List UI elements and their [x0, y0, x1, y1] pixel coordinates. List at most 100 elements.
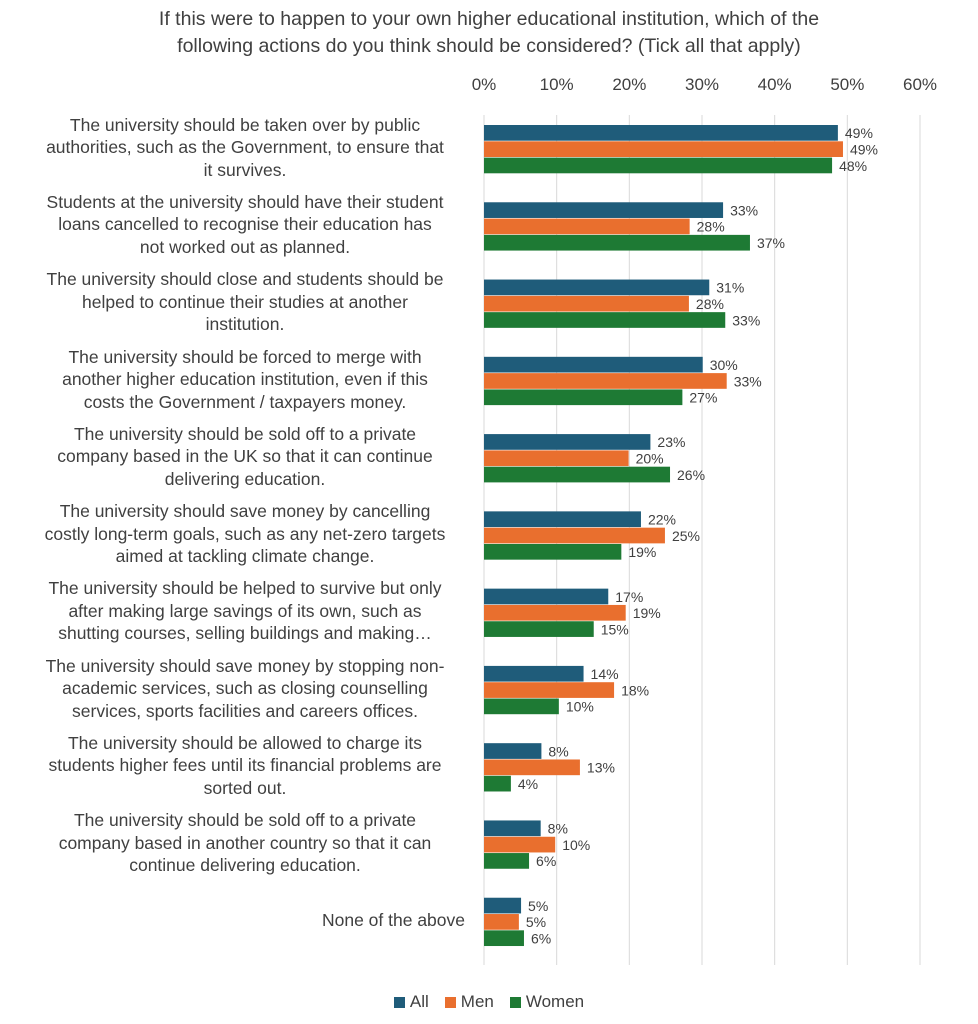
bar-men — [484, 141, 843, 157]
x-tick-label: 0% — [472, 75, 497, 94]
category-label-line: students higher fees until its financial… — [48, 755, 442, 776]
data-label: 23% — [657, 434, 685, 450]
category-label-line: after making large savings of its own, s… — [68, 600, 422, 621]
bar-all — [484, 820, 541, 837]
data-label: 37% — [757, 235, 785, 251]
category-label: The university should be sold off to a p… — [25, 423, 465, 491]
bar-women — [484, 543, 622, 560]
bar-women — [484, 698, 559, 715]
data-label: 6% — [536, 853, 556, 869]
data-label: 19% — [628, 544, 656, 560]
data-label: 18% — [621, 682, 649, 698]
category-label-line: institution. — [205, 314, 285, 335]
data-label: 33% — [732, 312, 760, 328]
category-label-line: services, sports facilities and careers … — [72, 700, 418, 721]
legend-item-all: All — [393, 992, 429, 1012]
x-tick-label: 60% — [903, 75, 937, 94]
bar-men — [484, 604, 626, 621]
legend-swatch — [393, 996, 405, 1008]
legend-item-men: Men — [444, 992, 494, 1012]
category-label-line: The university should save money by canc… — [59, 501, 431, 522]
data-label: 25% — [672, 528, 700, 544]
category-label-line: not worked out as planned. — [139, 236, 351, 257]
data-label: 28% — [696, 296, 724, 312]
bar-women — [484, 621, 594, 637]
bar-men — [484, 527, 665, 544]
category-label-line: continue delivering education. — [129, 855, 361, 876]
bar-men — [484, 218, 690, 235]
data-label: 48% — [839, 158, 867, 174]
legend-swatch — [444, 996, 456, 1008]
bar-all — [484, 434, 651, 450]
category-label-line: company based in another country so that… — [58, 832, 432, 853]
category-label: None of the above — [25, 909, 465, 932]
data-label: 10% — [566, 699, 594, 715]
data-label: 49% — [850, 141, 878, 157]
bar-women — [484, 775, 511, 792]
legend-label: Men — [460, 992, 494, 1011]
category-label-line: The university should be sold off to a p… — [73, 810, 417, 831]
data-label: 10% — [562, 837, 590, 853]
category-label: Students at the university should have t… — [25, 191, 465, 259]
legend-label: Women — [525, 992, 585, 1011]
bar-all — [484, 356, 703, 373]
category-label-line: None of the above — [321, 909, 465, 930]
data-label: 22% — [648, 512, 676, 528]
bar-all — [484, 279, 710, 296]
data-label: 6% — [531, 930, 551, 946]
data-label: 49% — [845, 125, 873, 141]
data-label: 26% — [677, 467, 705, 483]
category-label-line: The university should be taken over by p… — [69, 114, 421, 135]
bar-women — [484, 234, 750, 251]
category-label-line: The university should be forced to merge… — [68, 346, 422, 367]
bar-all — [484, 588, 609, 605]
bar-men — [484, 373, 727, 389]
chart-legend: All Men Women — [0, 992, 978, 1013]
category-label: The university should be forced to merge… — [25, 346, 465, 414]
data-label: 15% — [601, 621, 629, 637]
bar-all — [484, 202, 724, 218]
bar-men — [484, 450, 629, 467]
category-label-line: costly long-term goals, such as any net-… — [44, 523, 446, 544]
category-label-line: company based in the UK so that it can c… — [57, 446, 433, 467]
data-label: 13% — [587, 760, 615, 776]
category-label: The university should be helped to survi… — [25, 577, 465, 645]
chart-title-line-2: following actions do you think should be… — [177, 35, 801, 57]
legend-label: All — [409, 992, 429, 1011]
category-label-line: delivering education. — [164, 468, 326, 489]
category-label-line: loans cancelled to recognise their educa… — [58, 214, 432, 235]
bar-all — [484, 897, 522, 914]
category-label-line: sorted out. — [203, 777, 287, 798]
category-label-line: it survives. — [203, 159, 287, 180]
legend-swatch — [509, 996, 521, 1008]
category-label-line: aimed at tackling climate change. — [115, 546, 375, 567]
legend-item-women: Women — [509, 992, 585, 1012]
category-label-line: academic services, such as closing couns… — [62, 678, 428, 699]
data-label: 17% — [615, 589, 643, 605]
data-label: 33% — [734, 373, 762, 389]
category-label-line: The university should be helped to survi… — [48, 578, 442, 599]
data-label: 28% — [697, 219, 725, 235]
category-label: The university should be sold off to a p… — [25, 809, 465, 877]
bar-all — [484, 125, 838, 141]
category-label-line: another higher education institution, ev… — [62, 369, 428, 390]
x-tick-label: 40% — [758, 75, 792, 94]
data-label: 8% — [548, 743, 568, 759]
bar-men — [484, 295, 689, 312]
bar-women — [484, 930, 524, 947]
category-label: The university should be taken over by p… — [25, 114, 465, 182]
category-label-line: costs the Government / taxpayers money. — [83, 391, 407, 412]
category-label-line: The university should be sold off to a p… — [73, 423, 417, 444]
category-label-line: shutting courses, selling buildings and … — [58, 623, 432, 644]
data-label: 8% — [548, 821, 568, 837]
data-label: 33% — [730, 202, 758, 218]
data-label: 19% — [633, 605, 661, 621]
data-label: 27% — [689, 390, 717, 406]
category-label-line: The university should save money by stop… — [45, 655, 445, 676]
bar-men — [484, 682, 615, 698]
chart-title: If this were to happen to your own highe… — [0, 6, 978, 60]
bar-women — [484, 312, 726, 328]
data-label: 31% — [716, 280, 744, 296]
x-tick-label: 20% — [612, 75, 646, 94]
